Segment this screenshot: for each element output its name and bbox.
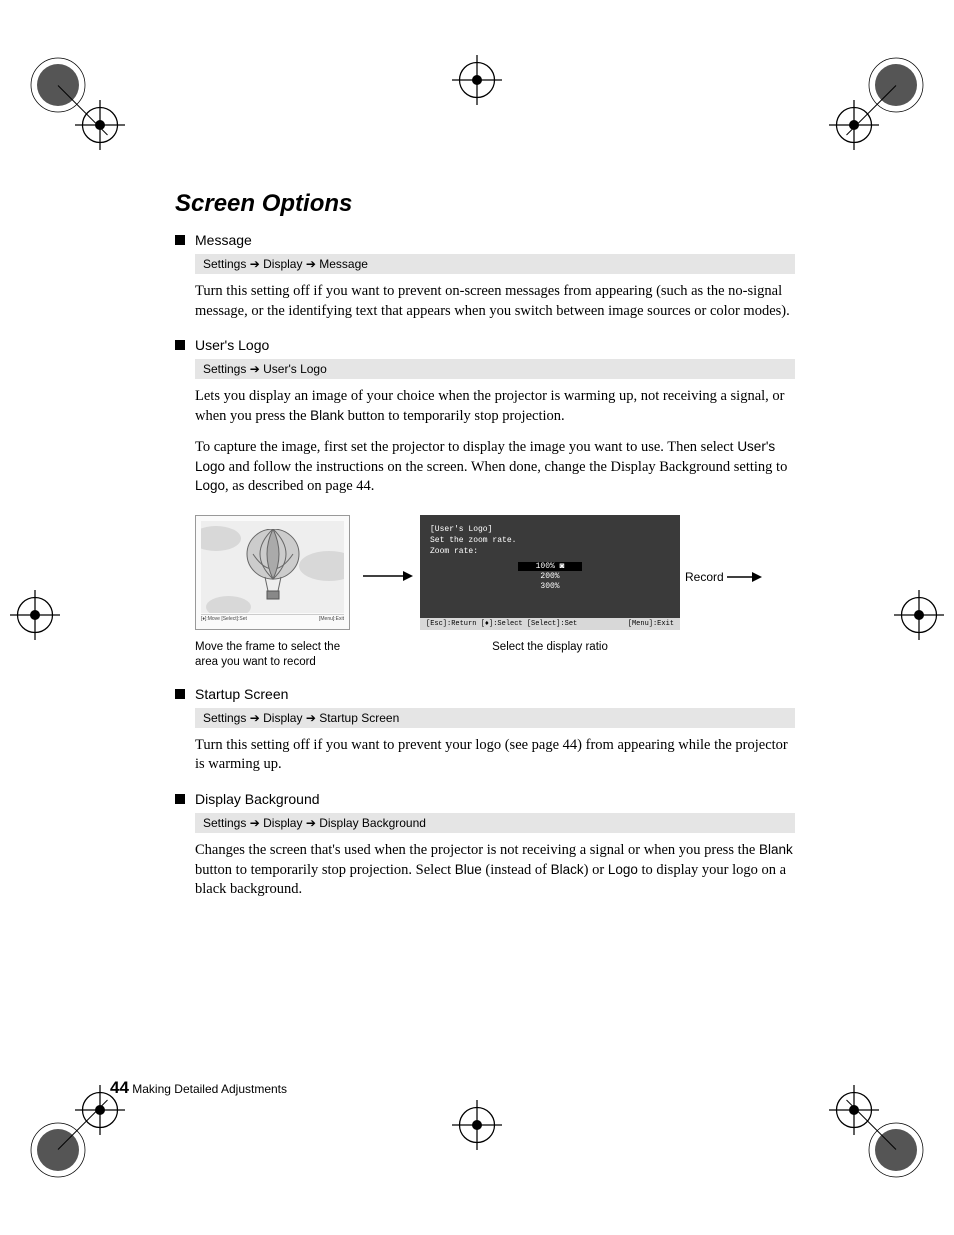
- figure-bar-left: [♦]:Move [Select]:Set: [201, 616, 247, 626]
- section-title: Message: [195, 232, 252, 248]
- osd-label: Zoom rate:: [430, 547, 670, 556]
- arrow-icon: [727, 572, 762, 582]
- section-users-logo: User's Logo Settings ➔ User's Logo Lets …: [175, 337, 795, 670]
- figure-caption-right: Select the display ratio: [420, 640, 680, 655]
- body-text: Lets you display an image of your choice…: [195, 387, 795, 426]
- osd-title: [User's Logo]: [430, 525, 670, 534]
- body-text: Changes the screen that's used when the …: [195, 841, 795, 900]
- breadcrumb-display-bg: Settings ➔ Display ➔ Display Background: [195, 813, 795, 833]
- osd-footer-right: [Menu]:Exit: [628, 620, 674, 628]
- record-label: Record: [685, 570, 762, 584]
- section-title: Startup Screen: [195, 686, 288, 702]
- figure-caption-left: Move the frame to select the area you wa…: [195, 640, 355, 670]
- page-footer: 44 Making Detailed Adjustments: [110, 1078, 287, 1098]
- figure-capture-frame: [♦]:Move [Select]:Set [Menu]:Exit Move t…: [195, 515, 355, 670]
- body-text: Turn this setting off if you want to pre…: [195, 736, 795, 775]
- figure-osd: [User's Logo] Set the zoom rate. Zoom ra…: [420, 515, 680, 655]
- section-startup-screen: Startup Screen Settings ➔ Display ➔ Star…: [175, 686, 795, 775]
- registration-mark: [452, 1100, 502, 1150]
- registration-mark: [75, 100, 125, 150]
- body-text: To capture the image, first set the proj…: [195, 438, 795, 497]
- registration-mark: [10, 590, 60, 640]
- bullet-icon: [175, 340, 185, 350]
- osd-footer-left: [Esc]:Return [♦]:Select [Select]:Set: [426, 620, 577, 628]
- osd-option: 100% ◙: [518, 562, 582, 571]
- breadcrumb-message: Settings ➔ Display ➔ Message: [195, 254, 795, 274]
- page-number: 44: [110, 1078, 129, 1097]
- bullet-icon: [175, 689, 185, 699]
- body-text: Turn this setting off if you want to pre…: [195, 282, 795, 321]
- breadcrumb-startup: Settings ➔ Display ➔ Startup Screen: [195, 708, 795, 728]
- registration-mark: [452, 55, 502, 105]
- osd-prompt: Set the zoom rate.: [430, 536, 670, 545]
- balloon-icon: [243, 529, 303, 609]
- section-title: Display Background: [195, 791, 320, 807]
- registration-mark: [829, 1085, 879, 1135]
- bullet-icon: [175, 235, 185, 245]
- osd-option: 200%: [520, 572, 580, 581]
- page-title: Screen Options: [175, 190, 795, 218]
- section-title: User's Logo: [195, 337, 269, 353]
- osd-option: 300%: [520, 582, 580, 591]
- figure-row: [♦]:Move [Select]:Set [Menu]:Exit Move t…: [195, 515, 795, 670]
- footer-text: Making Detailed Adjustments: [132, 1082, 287, 1096]
- registration-mark: [894, 590, 944, 640]
- breadcrumb-users-logo: Settings ➔ User's Logo: [195, 359, 795, 379]
- figure-bar-right: [Menu]:Exit: [319, 616, 344, 626]
- arrow-icon: [355, 570, 420, 582]
- bullet-icon: [175, 794, 185, 804]
- section-message: Message Settings ➔ Display ➔ Message Tur…: [175, 232, 795, 321]
- section-display-background: Display Background Settings ➔ Display ➔ …: [175, 791, 795, 900]
- page-content: Screen Options Message Settings ➔ Displa…: [175, 190, 795, 916]
